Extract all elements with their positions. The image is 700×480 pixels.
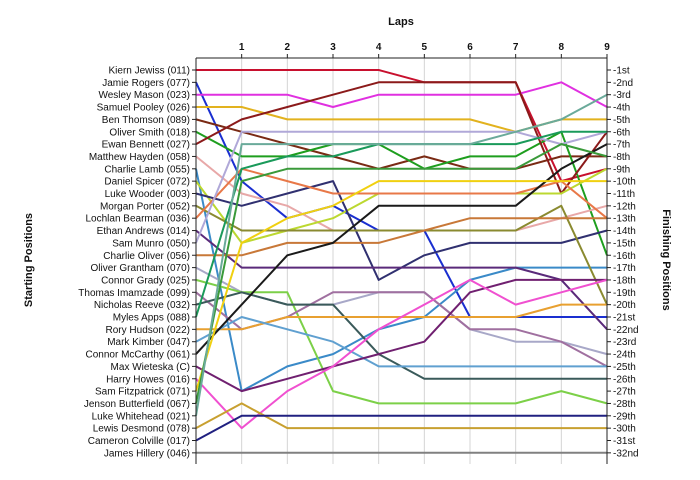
starting-label: Luke Whitehead (021)	[92, 411, 190, 422]
starting-label: Lewis Desmond (078)	[93, 424, 190, 435]
x-tick-label-7: 7	[513, 42, 519, 53]
finishing-label: -22nd	[613, 325, 639, 336]
finishing-label: -9th	[613, 164, 630, 175]
finishing-label: -32nd	[613, 448, 639, 459]
starting-label: Harry Howes (016)	[106, 374, 190, 385]
starting-label: Jenson Butterfield (067)	[84, 399, 190, 410]
starting-label: James Hillery (046)	[104, 448, 190, 459]
series-line-cameron-colville-017	[195, 414, 607, 442]
axes	[192, 54, 611, 464]
finishing-label: -19th	[613, 288, 636, 299]
starting-label: Charlie Oliver (056)	[103, 251, 190, 262]
series-line-connor-grady-025	[195, 278, 608, 405]
finishing-label: -15th	[613, 238, 636, 249]
series-line-kiern-jewiss-011	[196, 69, 608, 183]
finishing-label: -5th	[613, 115, 630, 126]
series-line-connor-mccarthy-061	[195, 143, 608, 355]
starting-label: Mark Kimber (047)	[107, 337, 190, 348]
finishing-label: -2nd	[613, 78, 633, 89]
starting-label: Connor Grady (025)	[101, 275, 190, 286]
finishing-label: -18th	[613, 275, 636, 286]
finishing-label: -20th	[613, 300, 636, 311]
starting-label: Kiern Jewiss (011)	[108, 66, 190, 77]
finishing-label: -16th	[613, 251, 636, 262]
series-line-sam-fitzpatrick-071	[195, 180, 607, 392]
x-axis-title: Laps	[388, 16, 414, 28]
finishing-label: -27th	[613, 387, 636, 398]
x-tick-label-2: 2	[285, 42, 291, 53]
finishing-label: -3rd	[613, 90, 631, 101]
finishing-label: -4th	[613, 103, 630, 114]
finishing-label: -12th	[613, 201, 636, 212]
left-axis-title: Starting Positions	[23, 213, 35, 307]
right-axis-title: Finishing Positions	[660, 209, 672, 310]
x-tick-label-4: 4	[376, 42, 382, 53]
series-line-luke-whitehead-021	[195, 93, 608, 416]
starting-label: Cameron Colville (017)	[88, 436, 190, 447]
x-tick-label-5: 5	[422, 42, 428, 53]
series-line-ben-thomson-089	[195, 118, 607, 170]
series-line-wesley-mason-023	[196, 81, 608, 108]
finishing-label: -7th	[613, 140, 630, 151]
series-line-mark-kimber-047	[195, 316, 607, 368]
finishing-label: -13th	[613, 214, 636, 225]
starting-position-labels: Kiern Jewiss (011)Jamie Rogers (077)Wesl…	[78, 66, 190, 460]
finishing-label: -11th	[613, 189, 635, 200]
finishing-label: -23rd	[613, 337, 636, 348]
finishing-label: -29th	[613, 411, 636, 422]
series-line-oliver-smith-018	[195, 130, 608, 256]
series-line-charlie-oliver-056	[196, 217, 607, 257]
starting-label: Myles Apps (088)	[113, 313, 190, 324]
starting-label: Morgan Porter (052)	[100, 201, 190, 212]
starting-label: Sam Munro (050)	[112, 238, 190, 249]
finishing-label: -30th	[613, 424, 636, 435]
starting-label: Oliver Smith (018)	[109, 127, 190, 138]
finishing-label: -21st	[613, 313, 635, 324]
starting-label: Ben Thomson (089)	[102, 115, 190, 126]
finishing-label: -31st	[613, 436, 635, 447]
starting-label: Nicholas Reeve (032)	[94, 300, 190, 311]
starting-label: Jamie Rogers (077)	[102, 78, 190, 89]
x-tick-label-1: 1	[239, 42, 245, 53]
starting-label: Wesley Mason (023)	[98, 90, 190, 101]
finishing-label: -28th	[613, 399, 636, 410]
series-line-jenson-butterfield-067	[195, 143, 608, 404]
finishing-label: -24th	[613, 350, 636, 361]
starting-label: Charlie Lamb (055)	[104, 164, 190, 175]
series-line-charlie-lamb-055	[195, 168, 607, 393]
x-tick-label-3: 3	[330, 42, 336, 53]
starting-label: Sam Fitzpatrick (071)	[95, 387, 190, 398]
finishing-label: -25th	[613, 362, 636, 373]
starting-label: Rory Hudson (022)	[106, 325, 190, 336]
starting-label: Max Wieteska (C)	[111, 362, 190, 373]
starting-label: Lochlan Bearman (036)	[85, 214, 190, 225]
starting-label: Samuel Pooley (026)	[97, 103, 190, 114]
x-tick-label-9: 9	[604, 42, 610, 53]
x-tick-labels: 1 2 3 4 5 6 7 8 9	[239, 42, 610, 53]
starting-label: Ethan Andrews (014)	[97, 226, 190, 237]
starting-label: Thomas Imamzade (099)	[78, 288, 190, 299]
finishing-label: -26th	[613, 374, 636, 385]
starting-label: Luke Wooder (003)	[105, 189, 190, 200]
x-tick-label-8: 8	[559, 42, 565, 53]
x-tick-label-6: 6	[467, 42, 473, 53]
finishing-label: -14th	[613, 226, 636, 237]
finishing-label: -6th	[613, 127, 630, 138]
starting-label: Ewan Bennett (027)	[102, 140, 190, 151]
starting-label: Daniel Spicer (072)	[104, 177, 190, 188]
finishing-label: -8th	[613, 152, 630, 163]
series-line-harry-howes-016	[195, 278, 608, 430]
starting-label: Connor McCarthy (061)	[86, 350, 190, 361]
series-line-max-wieteska-c	[195, 278, 607, 393]
starting-label: Oliver Grantham (070)	[91, 263, 190, 274]
finishing-label: -1st	[613, 66, 630, 77]
finishing-label: -17th	[613, 263, 636, 274]
finishing-label: -10th	[613, 177, 636, 188]
series-lines	[195, 69, 608, 454]
series-line-ethan-andrews-014	[195, 229, 608, 330]
finishing-position-labels: -1st-2nd-3rd -4th-5th-6th -7th-8th-9th -10t…	[613, 66, 639, 460]
starting-label: Matthew Hayden (058)	[89, 152, 190, 163]
